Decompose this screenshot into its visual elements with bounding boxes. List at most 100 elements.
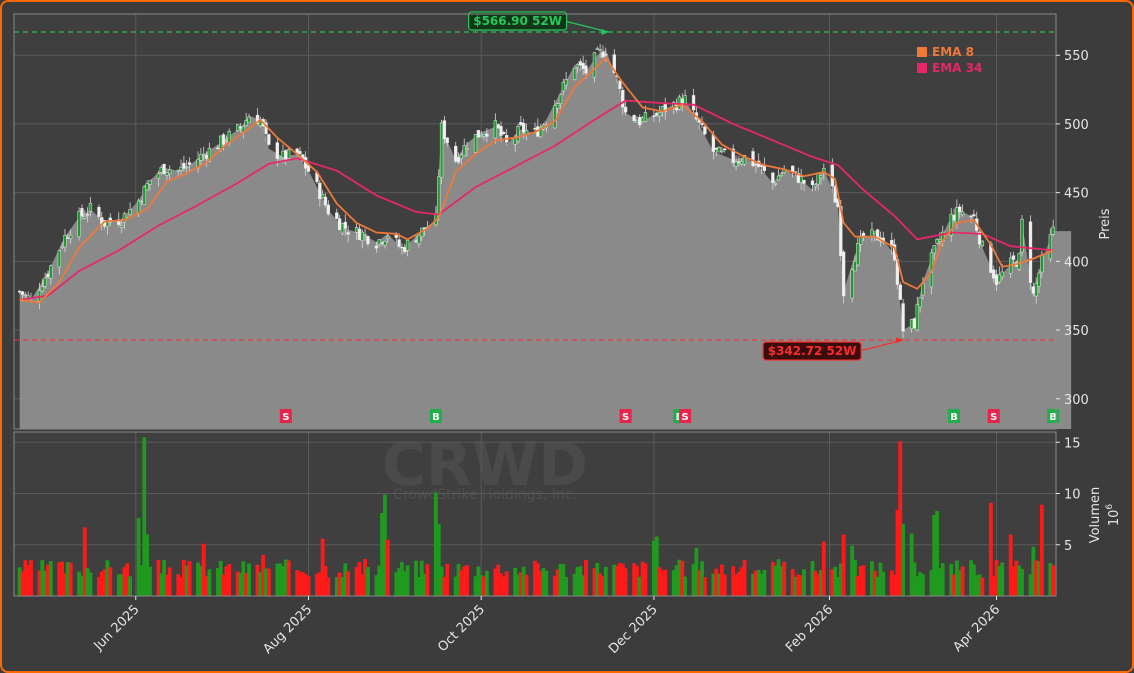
candle-body — [199, 154, 203, 161]
xtick-label: Dec 2025 — [606, 602, 661, 657]
signal-label: B — [1049, 412, 1057, 423]
candle-body — [598, 49, 602, 51]
volume-bar — [493, 568, 498, 596]
candle-body — [49, 265, 53, 279]
volume-bar — [504, 571, 509, 596]
volume-bar — [861, 565, 866, 596]
candle-body — [955, 206, 959, 223]
candle-body — [1031, 286, 1035, 294]
candle-body — [284, 150, 288, 160]
volume-bar — [595, 562, 600, 596]
volume-bar — [770, 561, 775, 596]
volume-bar — [363, 559, 368, 596]
legend-label-0: EMA 8 — [932, 45, 974, 59]
volume-bar — [125, 563, 130, 596]
volume-bar — [654, 536, 659, 596]
volume-bar — [484, 570, 489, 596]
candle-body — [875, 229, 880, 241]
volume-bar — [238, 573, 243, 596]
candle-body — [377, 239, 381, 245]
candle-body — [244, 120, 248, 127]
signal-marker-buy — [948, 409, 961, 423]
annotation-box-low — [762, 341, 862, 361]
volume-bar — [603, 566, 608, 596]
price-area — [19, 49, 1072, 429]
volume-bar — [479, 575, 484, 596]
volume-bar — [43, 570, 48, 596]
volume-bar — [1000, 562, 1005, 596]
volume-bar — [128, 576, 132, 596]
volume-bar — [139, 565, 144, 596]
candle-body — [561, 81, 565, 92]
volume-bar — [858, 566, 863, 596]
volume-bar — [623, 568, 628, 596]
candle-body — [80, 208, 84, 217]
volume-bar — [853, 559, 857, 596]
volume-bar — [895, 509, 900, 596]
volume-bar — [881, 571, 886, 596]
candle-body — [969, 215, 973, 218]
volume-bar — [790, 569, 795, 596]
candle-body — [1020, 218, 1024, 253]
volume-bar — [317, 572, 322, 596]
candle-body — [723, 148, 727, 151]
volume-bar — [156, 559, 161, 596]
volume-bar — [935, 510, 939, 596]
xtick-label: Aug 2025 — [260, 602, 315, 657]
candle-body — [751, 151, 755, 167]
volume-bar — [337, 572, 342, 596]
volume-bar — [677, 559, 682, 596]
volume-bar — [162, 560, 166, 596]
candle-body — [397, 239, 401, 247]
candle-body — [465, 147, 469, 150]
volume-bar — [23, 560, 28, 596]
volume-bar — [57, 562, 62, 596]
price-ytick-label: 450 — [1064, 187, 1089, 202]
volume-bar — [838, 563, 843, 596]
candle-body — [499, 125, 503, 136]
candle-body — [810, 180, 815, 186]
volume-bar — [782, 561, 787, 596]
candle-body — [1051, 226, 1055, 235]
price-ytick-label: 400 — [1064, 255, 1089, 270]
volume-bar — [969, 560, 973, 596]
volume-scale-label: 106 — [1105, 504, 1122, 527]
candle-body — [37, 290, 42, 302]
volume-bar — [453, 576, 458, 596]
candle-body — [575, 64, 580, 68]
candle-body — [414, 240, 418, 243]
candle-body — [997, 274, 1002, 283]
candle-body — [584, 65, 588, 74]
signal-label: S — [282, 412, 289, 423]
candle-body — [473, 134, 478, 153]
candle-body — [921, 283, 925, 296]
candle-body — [326, 204, 330, 215]
candle-body — [915, 304, 919, 331]
candle-body — [522, 122, 526, 133]
candle-body — [742, 155, 747, 165]
candle-body — [85, 214, 90, 216]
candle-body — [287, 149, 291, 159]
volume-bar — [442, 576, 447, 596]
volume-bar — [221, 574, 226, 596]
candle-body — [403, 247, 407, 253]
volume-bar — [663, 569, 668, 596]
volume-bar — [255, 564, 260, 596]
volume-bar — [635, 565, 639, 596]
volume-bar — [940, 563, 945, 596]
candle-body — [516, 126, 520, 142]
candle-body — [578, 61, 582, 66]
candle-body — [400, 246, 404, 249]
candle-body — [898, 284, 902, 300]
candle-body — [601, 51, 605, 58]
volume-bar — [1008, 534, 1013, 596]
candle-body — [354, 227, 359, 233]
candle-body — [850, 269, 854, 299]
volume-bar — [555, 569, 560, 596]
candle-body — [346, 232, 350, 235]
price-axes-frame — [13, 13, 1057, 430]
volume-bar — [756, 570, 761, 596]
volume-bar — [821, 541, 826, 596]
candle-body — [108, 217, 112, 223]
